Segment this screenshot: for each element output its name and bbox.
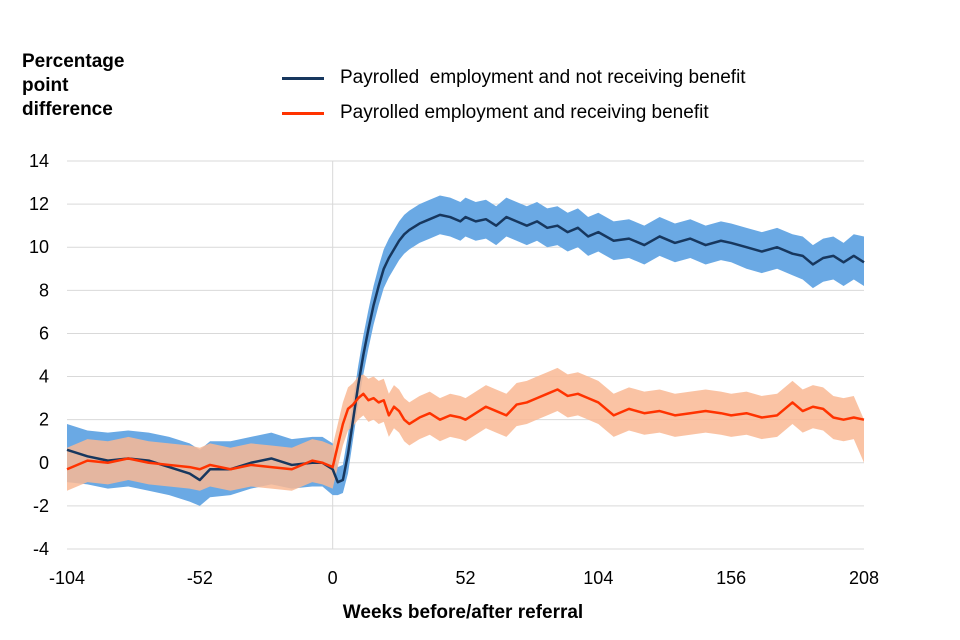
- y-tick-label-7: 10: [29, 237, 49, 257]
- y-tick-label-5: 6: [39, 323, 49, 343]
- x-tick-label-0: -104: [49, 568, 85, 588]
- y-tick-label-2: 0: [39, 453, 49, 473]
- x-tick-label-2: 0: [328, 568, 338, 588]
- series-1-line: [66, 388, 865, 471]
- legend-item-receiving-benefit: Payrolled employment and receiving benef…: [282, 101, 709, 125]
- y-tick-label-3: 2: [39, 410, 49, 430]
- series-0-line: [66, 213, 865, 484]
- x-tick-label-3: 52: [455, 568, 475, 588]
- y-axis-title-line-1: Percentage: [22, 51, 125, 72]
- confidence-bands: [67, 195, 864, 506]
- y-axis-title-line-3: difference: [22, 99, 113, 120]
- legend-label-receiving-benefit: Payrolled employment and receiving benef…: [340, 102, 709, 123]
- y-tick-label-1: -2: [33, 496, 49, 516]
- y-tick-label-4: 4: [39, 367, 49, 387]
- legend-swatch-navy: [282, 76, 324, 80]
- axis-ticks: -4 -2 0 2 4 6 8 10 12 14 -104 -52 0 52 104 156 208: [29, 151, 879, 588]
- y-tick-label-0: -4: [33, 539, 49, 559]
- x-tick-label-1: -52: [187, 568, 213, 588]
- legend-swatch-orange: [282, 111, 324, 115]
- y-tick-label-9: 14: [29, 151, 49, 171]
- legend-item-not-receiving-benefit: Payrolled employment and not receiving b…: [282, 66, 746, 90]
- y-axis-title: Percentage point difference: [22, 50, 124, 122]
- x-tick-label-6: 208: [849, 568, 879, 588]
- gridlines: [67, 160, 864, 550]
- y-axis-title-line-2: point: [22, 75, 69, 96]
- y-tick-label-8: 12: [29, 194, 49, 214]
- x-axis-title: Weeks before/after referral: [343, 602, 583, 623]
- series-lines: [66, 213, 865, 484]
- x-tick-label-5: 156: [716, 568, 746, 588]
- legend-label-not-receiving-benefit: Payrolled employment and not receiving b…: [340, 67, 746, 88]
- y-tick-label-6: 8: [39, 280, 49, 300]
- x-tick-label-4: 104: [583, 568, 613, 588]
